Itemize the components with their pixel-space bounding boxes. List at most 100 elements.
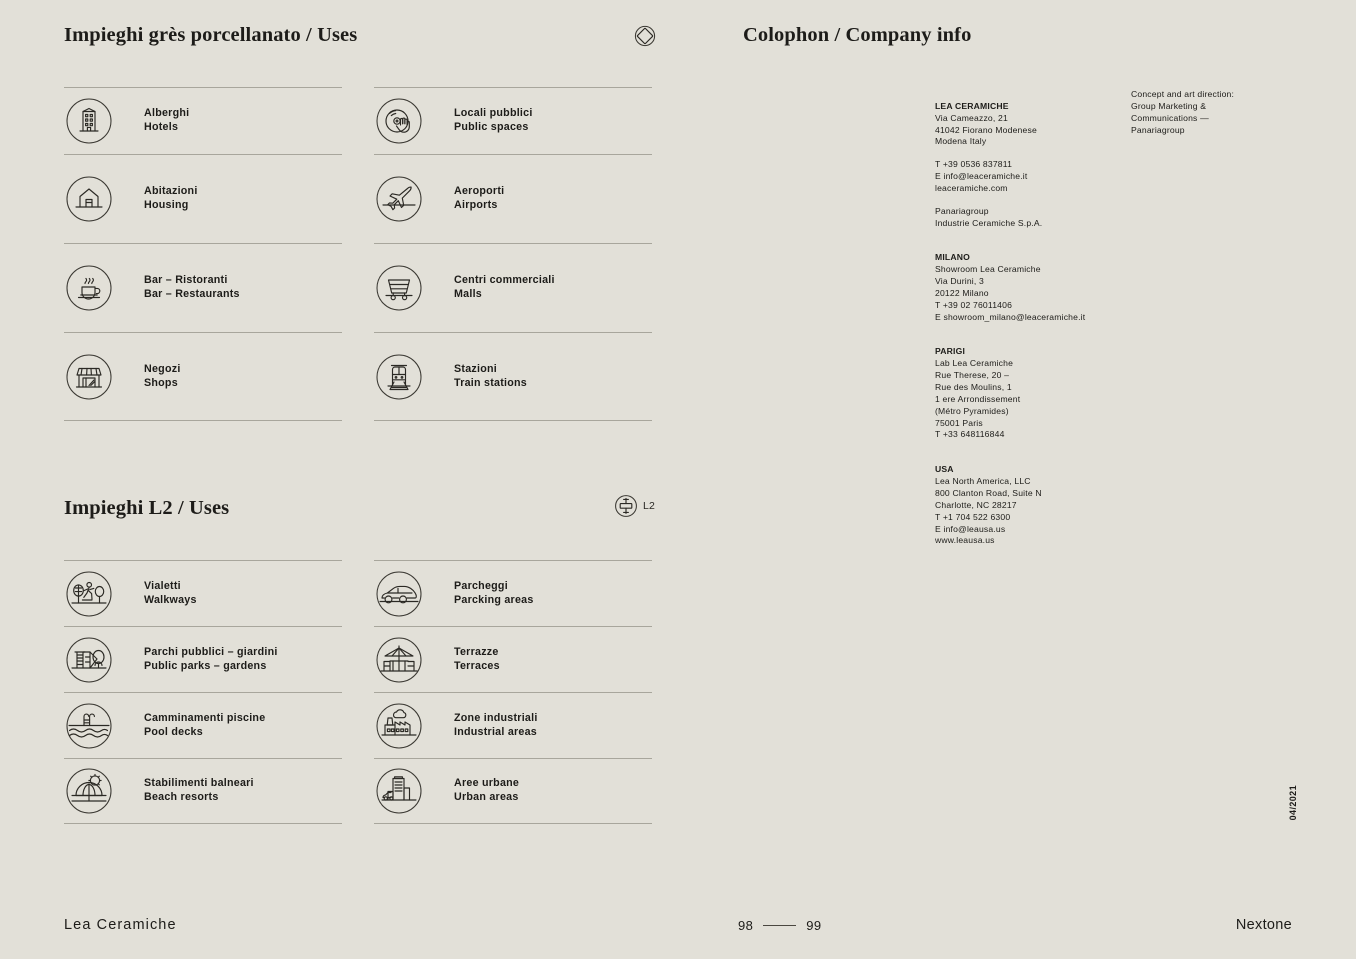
use-labels: Parchi pubblici – giardini Public parks … xyxy=(144,646,278,673)
use-label-en: Hotels xyxy=(144,121,179,133)
use-label-en: Parcking areas xyxy=(454,593,534,606)
use-label-it: Parcheggi xyxy=(454,579,508,592)
colophon-credits: Concept and art direction: Group Marketi… xyxy=(1131,89,1235,135)
use-row-abitazioni[interactable]: Abitazioni Housing xyxy=(64,154,342,243)
use-row-centri-commerciali[interactable]: Centri commerciali Malls xyxy=(374,243,652,332)
use-label-it: Aree urbane xyxy=(454,777,520,790)
use-label-en: Pool decks xyxy=(144,725,203,738)
use-row-negozi[interactable]: Negozi Shops xyxy=(64,332,342,421)
use-label-en: Shops xyxy=(144,376,178,389)
use-label-it: Centri commerciali xyxy=(454,274,555,287)
uses-column-gres-right: Locali pubblici Public spaces Aeroporti … xyxy=(374,87,652,421)
use-row-stazioni[interactable]: Stazioni Train stations xyxy=(374,332,652,421)
use-labels: Aeroporti Airports xyxy=(454,185,504,212)
colophon-lines: T +39 0536 837811 E info@leaceramiche.it… xyxy=(935,159,1028,194)
page-dash-divider xyxy=(763,925,797,926)
use-label-it: Alberghi xyxy=(144,107,190,120)
colophon-title: Colophon / Company info xyxy=(743,24,972,46)
colophon-heading: USA xyxy=(935,464,954,475)
page-number-left: 98 xyxy=(738,918,754,933)
colophon-lines: Lea North America, LLC 800 Clanton Road,… xyxy=(935,476,1042,546)
hotel-building-icon xyxy=(64,96,114,146)
use-label-en: Public spaces xyxy=(454,121,529,133)
footer-collection: Nextone xyxy=(1235,917,1292,933)
use-labels: Bar – Ristoranti Bar – Restaurants xyxy=(144,274,240,301)
use-label-it: Stazioni xyxy=(454,362,497,375)
use-row-terrazze[interactable]: Terrazze Terraces xyxy=(374,626,652,692)
colophon-heading: MILANO xyxy=(935,252,970,263)
walkway-person-trees-icon xyxy=(64,569,114,619)
uses-column-l2-left: Vialetti Walkways xyxy=(64,560,342,824)
section-title-l2: Impieghi L2 / Uses xyxy=(64,497,230,519)
use-row-vialetti[interactable]: Vialetti Walkways xyxy=(64,560,342,626)
train-icon xyxy=(374,352,424,402)
playground-icon xyxy=(64,635,114,685)
use-row-parcheggi[interactable]: Parcheggi Parcking areas xyxy=(374,560,652,626)
shop-awning-icon xyxy=(64,352,114,402)
use-labels: Parcheggi Parcking areas xyxy=(454,580,534,607)
use-labels: Terrazze Terraces xyxy=(454,646,500,673)
use-label-it: Camminamenti piscine xyxy=(144,711,266,724)
use-labels: Stabilimenti balneari Beach resorts xyxy=(144,777,254,804)
use-label-en: Terraces xyxy=(454,659,500,672)
use-label-en: Housing xyxy=(144,199,189,211)
slab-thickness-icon xyxy=(614,494,638,518)
factory-icon xyxy=(374,701,424,751)
use-label-en: Public parks – gardens xyxy=(144,659,267,672)
use-labels: Locali pubblici Public spaces xyxy=(454,107,533,134)
use-label-it: Aeroporti xyxy=(454,185,505,198)
use-row-bar-ristoranti[interactable]: Bar – Ristoranti Bar – Restaurants xyxy=(64,243,342,332)
use-row-stabilimenti-balneari[interactable]: Stabilimenti balneari Beach resorts xyxy=(64,758,342,824)
page-number-right: 99 xyxy=(806,918,822,933)
house-icon xyxy=(64,174,114,224)
uses-column-gres-left: Alberghi Hotels Abitazioni Housing xyxy=(64,87,342,421)
turntable-dj-icon xyxy=(374,96,424,146)
urban-buildings-icon xyxy=(374,766,424,816)
edition-date: 04/2021 xyxy=(1288,785,1298,821)
use-label-en: Malls xyxy=(454,288,482,300)
use-labels: Negozi Shops xyxy=(144,363,181,390)
colophon-lines: Via Cameazzo, 21 41042 Fiorano Modenese … xyxy=(935,112,1037,147)
shopping-cart-icon xyxy=(374,263,424,313)
colophon-heading: PARIGI xyxy=(935,346,966,357)
use-row-alberghi[interactable]: Alberghi Hotels xyxy=(64,87,342,154)
use-row-zone-industriali[interactable]: Zone industriali Industrial areas xyxy=(374,692,652,758)
use-labels: Centri commerciali Malls xyxy=(454,274,555,301)
car-icon xyxy=(374,569,424,619)
use-label-en: Beach resorts xyxy=(144,791,219,803)
colophon-block-parigi: PARIGI Lab Lea Ceramiche Rue Therese, 20… xyxy=(935,335,1115,442)
colophon-block-panariagroup: Panariagroup Industrie Ceramiche S.p.A. xyxy=(935,206,1115,230)
use-label-en: Walkways xyxy=(144,593,197,606)
use-label-it: Locali pubblici xyxy=(454,107,533,120)
use-row-parchi-pubblici[interactable]: Parchi pubblici – giardini Public parks … xyxy=(64,626,342,692)
airplane-icon xyxy=(374,174,424,224)
use-label-en: Bar – Restaurants xyxy=(144,288,240,300)
use-labels: Alberghi Hotels xyxy=(144,107,189,134)
use-row-aeroporti[interactable]: Aeroporti Airports xyxy=(374,154,652,243)
use-row-camminamenti-piscine[interactable]: Camminamenti piscine Pool decks xyxy=(64,692,342,758)
use-row-locali-pubblici[interactable]: Locali pubblici Public spaces xyxy=(374,87,652,154)
beach-umbrella-icon xyxy=(64,766,114,816)
use-row-aree-urbane[interactable]: Aree urbane Urban areas xyxy=(374,758,652,824)
colophon-block-lea: LEA CERAMICHE Via Cameazzo, 21 41042 Fio… xyxy=(935,89,1115,148)
use-label-en: Industrial areas xyxy=(454,725,538,738)
use-labels: Aree urbane Urban areas xyxy=(454,777,519,804)
footer-brand: Lea Ceramiche xyxy=(64,917,177,933)
use-labels: Zone industriali Industrial areas xyxy=(454,712,538,739)
colophon-heading: LEA CERAMICHE xyxy=(935,100,1009,111)
use-label-it: Abitazioni xyxy=(144,185,198,198)
uses-column-l2-right: Parcheggi Parcking areas Ter xyxy=(374,560,652,824)
use-label-it: Terrazze xyxy=(454,645,499,658)
colophon-lines: Showroom Lea Ceramiche Via Durini, 3 201… xyxy=(935,264,1086,322)
colophon-column-2: Concept and art direction: Group Marketi… xyxy=(1131,89,1311,136)
diamond-in-circle-icon xyxy=(634,25,656,47)
colophon-block-contacts: T +39 0536 837811 E info@leaceramiche.it… xyxy=(935,159,1115,195)
colophon-lines: Lab Lea Ceramiche Rue Therese, 20 – Rue … xyxy=(935,358,1021,440)
use-label-en: Train stations xyxy=(454,376,527,389)
badge-l2: L2 xyxy=(614,494,655,518)
colophon-block-usa: USA Lea North America, LLC 800 Clanton R… xyxy=(935,452,1115,547)
footer-page-numbers: 98 99 xyxy=(738,918,822,933)
badge-gres xyxy=(634,25,661,47)
colophon-block-milano: MILANO Showroom Lea Ceramiche Via Durini… xyxy=(935,241,1115,324)
use-labels: Stazioni Train stations xyxy=(454,363,527,390)
